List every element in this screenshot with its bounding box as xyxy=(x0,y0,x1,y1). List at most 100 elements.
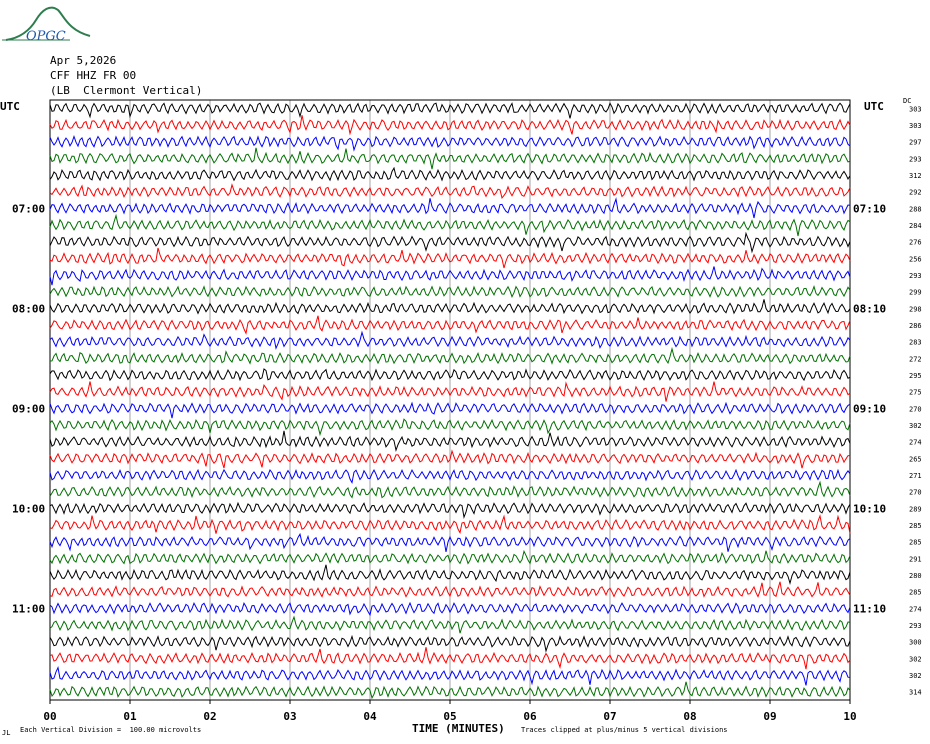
trace-line xyxy=(49,102,851,119)
left-hour-label: 08:00 xyxy=(12,302,45,315)
left-hour-label: 09:00 xyxy=(12,402,45,415)
dc-offset-value: 302 xyxy=(909,655,922,663)
trace-line xyxy=(49,330,851,350)
dc-offset-value: 285 xyxy=(909,589,922,597)
dc-offset-value: 276 xyxy=(909,239,922,247)
trace-line xyxy=(49,564,851,586)
dc-offset-value: 271 xyxy=(909,472,922,480)
dc-offset-value: 256 xyxy=(909,255,922,263)
trace-line xyxy=(49,532,851,552)
dc-offset-value: 285 xyxy=(909,539,922,547)
x-tick-label: 02 xyxy=(203,710,216,723)
right-hour-label: 09:10 xyxy=(853,402,886,415)
dc-offset-value: 288 xyxy=(909,205,922,213)
trace-line xyxy=(49,213,851,237)
x-tick-label: 05 xyxy=(443,710,456,723)
dc-offset-value: 303 xyxy=(909,122,922,130)
trace-line xyxy=(49,601,851,617)
trace-line xyxy=(49,634,851,653)
trace-line xyxy=(49,147,851,170)
trace-line xyxy=(49,115,851,136)
trace-line xyxy=(49,299,851,315)
x-tick-label: 07 xyxy=(603,710,616,723)
minute-grid xyxy=(49,99,851,701)
trace-line xyxy=(49,166,851,182)
left-time-labels: 07:00 08:00 09:00 10:00 11:00 xyxy=(12,202,45,615)
dc-offset-value: 284 xyxy=(909,222,922,230)
dc-offset-value: 314 xyxy=(909,689,922,697)
trace-line xyxy=(49,401,851,419)
trace-line xyxy=(49,134,851,152)
dc-offset-value: 303 xyxy=(909,105,922,113)
trace-line xyxy=(49,183,851,200)
right-hour-label: 10:10 xyxy=(853,502,886,515)
trace-line xyxy=(49,647,851,670)
dc-offset-value: 270 xyxy=(909,405,922,413)
dc-offset-value: 272 xyxy=(909,355,922,363)
trace-line xyxy=(49,468,851,485)
trace-line xyxy=(49,231,851,254)
trace-line xyxy=(49,449,851,469)
x-tick-label: 09 xyxy=(763,710,776,723)
dc-offset-value: 298 xyxy=(909,305,922,313)
trace-line xyxy=(49,681,851,700)
trace-line xyxy=(49,266,851,286)
trace-line xyxy=(49,315,851,335)
x-axis: 00 01 02 03 04 05 06 07 08 09 10 xyxy=(43,700,857,723)
dc-offset-value: 293 xyxy=(909,622,922,630)
dc-offset-value: 302 xyxy=(909,422,922,430)
clip-note: Traces clipped at plus/minus 5 vertical … xyxy=(521,726,728,734)
dc-offset-value: 265 xyxy=(909,455,922,463)
seismic-traces xyxy=(49,102,851,700)
x-tick-label: 10 xyxy=(843,710,856,723)
x-tick-label: 01 xyxy=(123,710,137,723)
dc-header-label: DC xyxy=(903,97,912,105)
corner-mark: JL xyxy=(2,729,11,737)
left-hour-label: 11:00 xyxy=(12,602,45,615)
trace-line xyxy=(49,247,851,269)
date-label: Apr 5,2026 xyxy=(50,54,117,67)
left-hour-label: 07:00 xyxy=(12,202,45,215)
dc-offset-value: 280 xyxy=(909,572,922,580)
trace-line xyxy=(49,197,851,219)
x-tick-label: 04 xyxy=(363,710,377,723)
dc-offset-value: 283 xyxy=(909,339,922,347)
trace-line xyxy=(49,346,851,365)
trace-line xyxy=(49,549,851,565)
scale-note: Each Vertical Division = 100.00 microvol… xyxy=(20,726,202,734)
x-tick-label: 03 xyxy=(283,710,296,723)
logo-text: OPGC xyxy=(26,29,66,44)
right-hour-label: 11:10 xyxy=(853,602,886,615)
dc-offset-value: 275 xyxy=(909,389,922,397)
dc-offset-value: 293 xyxy=(909,155,922,163)
trace-line xyxy=(49,381,851,402)
right-hour-label: 07:10 xyxy=(853,202,886,215)
dc-offset-value: 285 xyxy=(909,522,922,530)
trace-line xyxy=(49,665,851,686)
dc-offset-value: 293 xyxy=(909,272,922,280)
station-label: CFF HHZ FR 00 xyxy=(50,69,137,82)
dc-offset-labels: 303 303 297 293 312 292 288 284 276 256 293 299 298 2… xyxy=(909,105,922,696)
dc-offset-value: 291 xyxy=(909,555,922,563)
dc-offset-value: 274 xyxy=(909,439,922,447)
trace-line xyxy=(49,581,851,598)
left-hour-label: 10:00 xyxy=(12,502,45,515)
trace-line xyxy=(49,285,851,298)
utc-right-label: UTC xyxy=(864,100,884,113)
trace-line xyxy=(49,501,851,519)
trace-line xyxy=(49,480,851,499)
x-axis-title: TIME (MINUTES) xyxy=(412,722,505,735)
dc-offset-value: 289 xyxy=(909,505,922,513)
trace-line xyxy=(49,418,851,437)
trace-line xyxy=(49,514,851,535)
x-tick-label: 08 xyxy=(683,710,696,723)
trace-line xyxy=(49,615,851,634)
dc-offset-value: 270 xyxy=(909,489,922,497)
location-label: (LB Clermont Vertical) xyxy=(50,84,203,97)
trace-line xyxy=(49,430,851,453)
dc-offset-value: 300 xyxy=(909,639,922,647)
dc-offset-value: 297 xyxy=(909,139,922,147)
right-hour-label: 08:10 xyxy=(853,302,886,315)
dc-offset-value: 312 xyxy=(909,172,922,180)
